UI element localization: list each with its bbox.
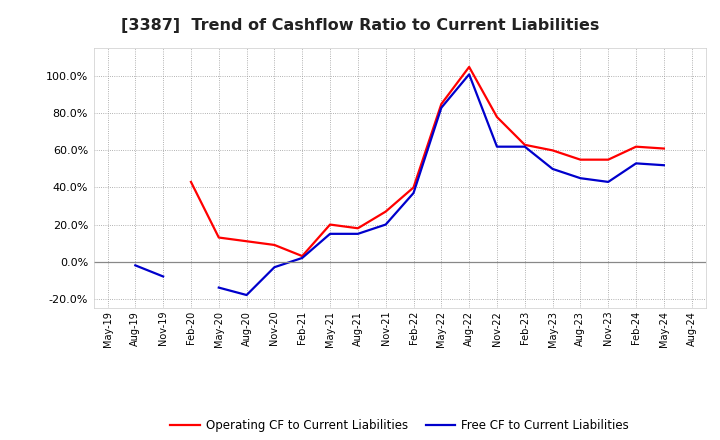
Free CF to Current Liabilities [131,263,140,268]
Line: Operating CF to Current Liabilities: Operating CF to Current Liabilities [191,67,664,256]
Operating CF to Current Liabilities [325,222,334,227]
Operating CF to Current Liabilities [604,157,613,162]
Operating CF to Current Liabilities [186,179,195,184]
Operating CF to Current Liabilities [549,148,557,153]
Operating CF to Current Liabilities [437,101,446,106]
Operating CF to Current Liabilities [660,146,668,151]
Operating CF to Current Liabilities [521,142,529,147]
Operating CF to Current Liabilities [465,64,474,70]
Operating CF to Current Liabilities [215,235,223,240]
Legend: Operating CF to Current Liabilities, Free CF to Current Liabilities: Operating CF to Current Liabilities, Fre… [166,414,634,437]
Operating CF to Current Liabilities [492,114,501,120]
Free CF to Current Liabilities [159,274,168,279]
Operating CF to Current Liabilities [409,185,418,190]
Operating CF to Current Liabilities [354,226,362,231]
Operating CF to Current Liabilities [382,209,390,214]
Operating CF to Current Liabilities [576,157,585,162]
Text: [3387]  Trend of Cashflow Ratio to Current Liabilities: [3387] Trend of Cashflow Ratio to Curren… [121,18,599,33]
Operating CF to Current Liabilities [242,238,251,244]
Operating CF to Current Liabilities [298,253,307,259]
Operating CF to Current Liabilities [631,144,640,149]
Line: Free CF to Current Liabilities: Free CF to Current Liabilities [135,265,163,276]
Operating CF to Current Liabilities [270,242,279,248]
